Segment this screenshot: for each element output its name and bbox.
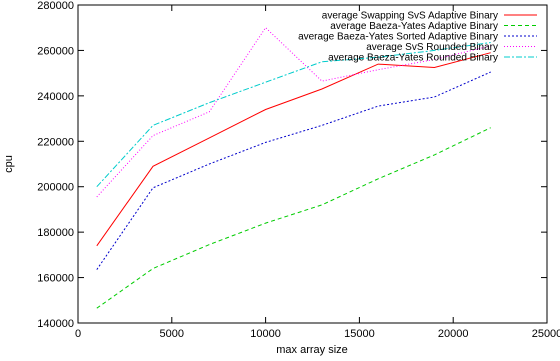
- legend: average Swapping SvS Adaptive Binaryaver…: [298, 11, 537, 64]
- legend-label: average SvS Rounded Binary: [366, 42, 498, 53]
- series-line-2: [96, 127, 491, 309]
- y-tick-label: 140000: [37, 318, 74, 330]
- series-line-3: [96, 71, 491, 270]
- x-tick-label: 25000: [532, 328, 560, 340]
- x-tick-label: 5000: [160, 328, 184, 340]
- y-tick-label: 280000: [37, 0, 74, 12]
- ticks: 0 5000 10000 15000 20000 25000 140000 160000 180…: [37, 0, 560, 340]
- y-tick-label: 220000: [37, 136, 74, 148]
- series-lines: [96, 26, 491, 309]
- x-tick-label: 15000: [344, 328, 375, 340]
- x-tick-label: 0: [75, 328, 81, 340]
- y-tick-label: 240000: [37, 91, 74, 103]
- x-tick-label: 20000: [438, 328, 469, 340]
- legend-label: average Swapping SvS Adaptive Binary: [322, 11, 498, 22]
- y-tick-label: 260000: [37, 45, 74, 57]
- legend-label: average Baeza-Yates Sorted Adaptive Bina…: [298, 32, 498, 43]
- y-tick-label: 180000: [37, 227, 74, 239]
- legend-label: average Baeza-Yates Adaptive Binary: [330, 21, 498, 32]
- plot-frame: [77, 4, 548, 324]
- legend-label: average Baeza-Yates Rounded Binary: [328, 53, 498, 64]
- y-tick-label: 200000: [37, 182, 74, 194]
- series-line-5: [96, 42, 491, 188]
- series-line-1: [96, 52, 491, 247]
- x-axis-label: max array size: [276, 344, 348, 356]
- series-line-4: [96, 26, 491, 198]
- y-tick-label: 160000: [37, 273, 74, 285]
- x-tick-label: 10000: [250, 328, 281, 340]
- y-axis-label: cpu: [3, 155, 15, 173]
